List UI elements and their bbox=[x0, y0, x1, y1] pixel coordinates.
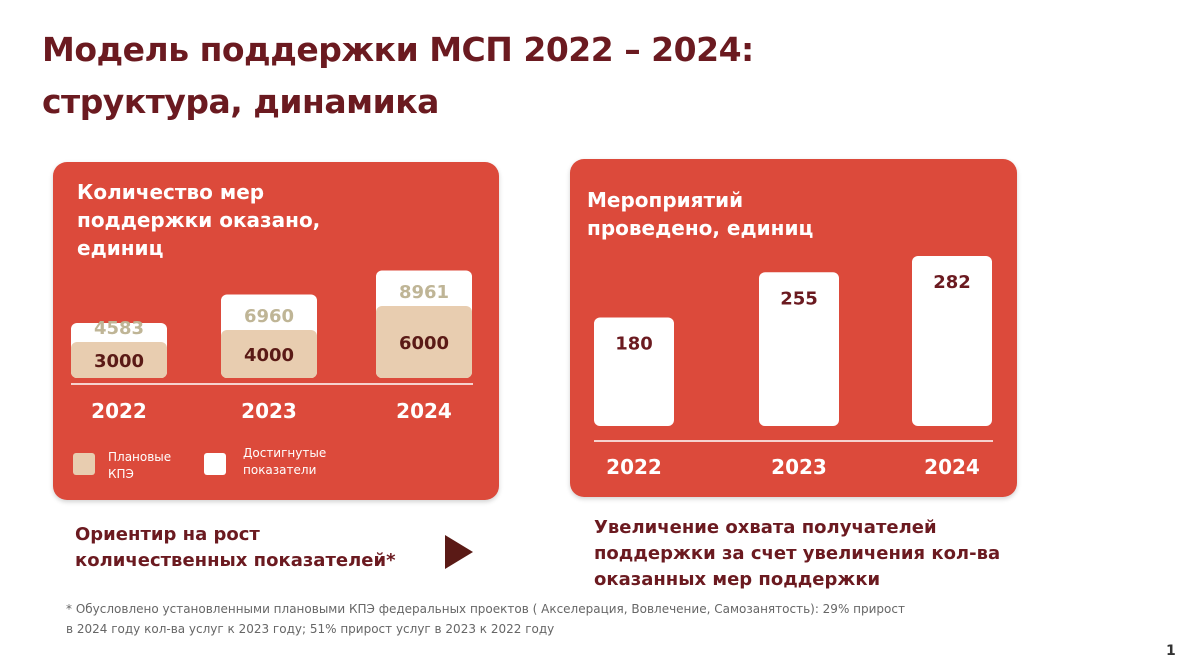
legend-swatch-plan bbox=[73, 453, 95, 475]
events-title-line-2: проведено, единиц bbox=[587, 216, 814, 240]
bar-events-2022 bbox=[594, 317, 674, 426]
events-chart: 180 2022 255 2023 282 2024 bbox=[594, 256, 993, 479]
bar-events-2023 bbox=[759, 272, 839, 426]
page-number: 1 bbox=[1166, 643, 1176, 659]
play-arrow-icon bbox=[445, 535, 473, 569]
events-panel: Мероприятий проведено, единиц 180 2022 255… bbox=[570, 159, 1017, 497]
label-plan-2022: 3000 bbox=[94, 351, 144, 372]
right-caption-line-3: оказанных мер поддержки bbox=[594, 569, 881, 590]
legend-label-achieved-line-2: показатели bbox=[243, 463, 317, 477]
label-plan-2023: 4000 bbox=[244, 345, 294, 366]
label-plan-2024: 6000 bbox=[399, 333, 449, 354]
tick-label-events-2024: 2024 bbox=[924, 455, 980, 479]
legend-label-plan: Плановые КПЭ bbox=[108, 449, 208, 483]
bar-plan-2022 bbox=[71, 342, 167, 378]
tick-label-2024: 2024 bbox=[396, 399, 452, 423]
support-measures-title-line-1: Количество мер bbox=[77, 180, 265, 204]
footnote-line-1: * Обусловлено установленными плановыми К… bbox=[66, 602, 905, 616]
left-caption-line-2: количественных показателей* bbox=[75, 550, 396, 571]
legend-label-plan-line-2: КПЭ bbox=[108, 467, 134, 481]
tick-label-2023: 2023 bbox=[241, 399, 297, 423]
support-measures-title: Количество мер поддержки оказано, единиц bbox=[77, 178, 337, 262]
left-caption: Ориентир на рост количественных показате… bbox=[75, 522, 435, 574]
left-caption-line-1: Ориентир на рост bbox=[75, 524, 260, 545]
support-measures-title-line-2: поддержки оказано, bbox=[77, 208, 321, 232]
legend-label-achieved: Достигнутые показатели bbox=[243, 445, 343, 479]
label-achieved-2022: 4583 bbox=[94, 318, 144, 339]
bar-events-2024 bbox=[912, 256, 992, 426]
right-caption: Увеличение охвата получателей поддержки … bbox=[594, 515, 1034, 593]
label-events-2022: 180 bbox=[615, 333, 653, 354]
legend-swatch-achieved bbox=[204, 453, 226, 475]
right-caption-line-2: поддержки за счет увеличения кол-ва bbox=[594, 543, 1001, 564]
tick-label-events-2022: 2022 bbox=[606, 455, 662, 479]
legend-label-plan-line-1: Плановые bbox=[108, 450, 172, 464]
events-title: Мероприятий проведено, единиц bbox=[587, 186, 847, 242]
footnote: * Обусловлено установленными плановыми К… bbox=[66, 599, 946, 639]
bar-plan-2023 bbox=[221, 330, 317, 378]
label-events-2024: 282 bbox=[933, 272, 971, 293]
footnote-line-2: в 2024 году кол-ва услуг к 2023 году; 51… bbox=[66, 622, 555, 636]
tick-label-2022: 2022 bbox=[91, 399, 147, 423]
tick-label-events-2023: 2023 bbox=[771, 455, 827, 479]
events-title-line-1: Мероприятий bbox=[587, 188, 744, 212]
support-measures-title-line-3: единиц bbox=[77, 236, 164, 260]
label-achieved-2023: 6960 bbox=[244, 306, 294, 327]
slide-title: Модель поддержки МСП 2022 – 2024: структ… bbox=[42, 24, 1042, 128]
bar-plan-2024 bbox=[376, 306, 472, 378]
support-measures-panel: Количество мер поддержки оказано, единиц… bbox=[53, 162, 499, 500]
legend-label-achieved-line-1: Достигнутые bbox=[243, 446, 327, 460]
slide-title-line-1: Модель поддержки МСП 2022 – 2024: bbox=[42, 30, 754, 69]
label-achieved-2024: 8961 bbox=[399, 282, 449, 303]
right-caption-line-1: Увеличение охвата получателей bbox=[594, 517, 937, 538]
slide-title-line-2: структура, динамика bbox=[42, 82, 439, 121]
support-measures-chart: 4583 3000 2022 6960 4000 2023 8961 6000 2024 bbox=[71, 270, 473, 423]
label-events-2023: 255 bbox=[780, 288, 818, 309]
